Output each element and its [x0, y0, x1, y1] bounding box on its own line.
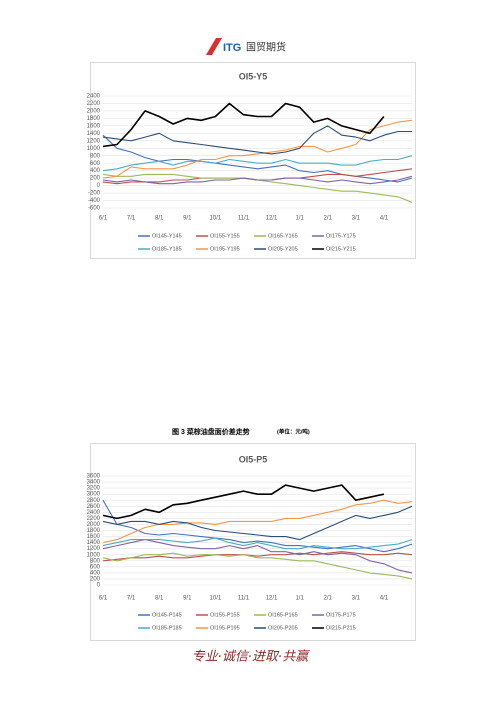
legend-label: OI165-Y165	[268, 233, 298, 239]
legend-label: OI175-Y175	[326, 233, 356, 239]
series-line	[102, 505, 413, 541]
x-tick-label: 9/1	[183, 216, 192, 222]
x-tick-label: 10/1	[210, 216, 222, 222]
x-tick-label: 3/1	[352, 216, 361, 222]
caption-label: 图 3 菜棕油盘面价差走势	[172, 427, 250, 436]
y-tick-label: 1800	[87, 528, 101, 534]
y-tick-label: 1000	[87, 552, 101, 558]
series-line	[102, 537, 413, 550]
x-tick-label: 2/1	[324, 596, 333, 602]
y-tick-label: 0	[97, 183, 101, 189]
y-tick-label: -400	[88, 198, 101, 204]
legend-label: OI155-P155	[210, 612, 240, 618]
x-tick-label: 6/1	[99, 216, 108, 222]
chart-title: OI5-Y5	[239, 71, 268, 81]
y-tick-label: -600	[88, 206, 101, 212]
legend-label: OI205-P205	[268, 625, 298, 631]
y-tick-label: 1000	[87, 146, 101, 152]
series-line	[102, 102, 385, 148]
y-tick-label: 1800	[87, 116, 101, 122]
y-tick-label: 3400	[87, 480, 101, 486]
y-tick-label: 0	[97, 583, 101, 589]
logo-text: 国贸期货	[246, 41, 286, 54]
x-tick-label: 6/1	[99, 596, 108, 602]
x-tick-label: 1/1	[295, 216, 304, 222]
y-tick-label: 200	[90, 176, 101, 182]
legend-label: OI175-P175	[326, 612, 356, 618]
y-tick-label: 1600	[87, 123, 101, 129]
y-tick-label: 1400	[87, 131, 101, 137]
series-line	[102, 499, 413, 544]
y-tick-label: 200	[90, 577, 101, 583]
y-tick-label: 2800	[87, 498, 101, 504]
y-tick-label: 400	[90, 570, 101, 576]
x-tick-label: 12/1	[266, 216, 278, 222]
y-tick-label: 2200	[87, 101, 101, 107]
y-tick-label: 1600	[87, 534, 101, 540]
logo-shape	[206, 38, 222, 55]
x-tick-label: 4/1	[380, 216, 389, 222]
legend-label: OI185-Y185	[152, 246, 182, 252]
series-line	[102, 125, 412, 155]
x-tick-label: 7/1	[127, 596, 136, 602]
series-line	[102, 134, 413, 183]
legend-label: OI185-P185	[152, 625, 182, 631]
y-tick-label: 3200	[87, 486, 101, 492]
x-tick-label: 4/1	[380, 596, 389, 602]
y-tick-label: 2600	[87, 504, 101, 510]
logo-mark: ITG	[223, 42, 241, 54]
series-line	[102, 155, 413, 172]
y-tick-label: 1200	[87, 138, 101, 144]
y-tick-label: 3600	[87, 474, 101, 480]
y-tick-label: 600	[90, 564, 101, 570]
series-line	[102, 551, 413, 562]
x-tick-label: 11/1	[238, 596, 250, 602]
legend-label: OI145-Y145	[152, 233, 182, 239]
y-tick-label: 2000	[87, 522, 101, 528]
y-tick-label: 800	[90, 558, 101, 564]
series-line	[102, 484, 385, 520]
legend-label: OI195-P195	[210, 625, 240, 631]
series-line	[102, 499, 413, 553]
legend-label: OI205-Y205	[268, 246, 298, 252]
y-tick-label: 2400	[87, 94, 101, 100]
x-tick-label: 8/1	[155, 596, 164, 602]
x-tick-label: 12/1	[266, 596, 278, 602]
chart-title: OI5-P5	[239, 454, 268, 464]
y-tick-label: -200	[88, 191, 101, 197]
legend-label: OI145-P145	[152, 612, 182, 618]
footer-slogan: 专业·诚信·进取·共赢	[192, 649, 310, 665]
y-tick-label: 600	[90, 161, 101, 167]
legend-label: OI165-P165	[268, 612, 298, 618]
legend-label: OI215-P215	[326, 625, 356, 631]
y-tick-label: 1400	[87, 540, 101, 546]
x-tick-label: 7/1	[127, 216, 136, 222]
legend-label: OI155-Y155	[210, 233, 240, 239]
x-tick-label: 10/1	[210, 596, 222, 602]
x-tick-label: 11/1	[238, 216, 250, 222]
series-line	[102, 539, 413, 574]
x-tick-label: 1/1	[295, 596, 304, 602]
y-tick-label: 3000	[87, 492, 101, 498]
series-line	[102, 552, 413, 580]
y-tick-label: 800	[90, 153, 101, 159]
x-tick-label: 2/1	[324, 216, 333, 222]
caption-unit: (单位：元/吨)	[277, 427, 310, 435]
legend-label: OI215-Y215	[326, 246, 356, 252]
x-tick-label: 9/1	[183, 596, 192, 602]
y-tick-label: 1200	[87, 546, 101, 552]
x-tick-label: 8/1	[155, 216, 164, 222]
y-tick-label: 2200	[87, 516, 101, 522]
x-tick-label: 3/1	[352, 596, 361, 602]
y-tick-label: 2400	[87, 510, 101, 516]
series-line	[102, 119, 413, 179]
chart-frame	[90, 62, 416, 259]
y-tick-label: 2000	[87, 109, 101, 115]
y-tick-label: 400	[90, 168, 101, 174]
legend-label: OI195-Y195	[210, 246, 240, 252]
series-line	[102, 175, 413, 185]
